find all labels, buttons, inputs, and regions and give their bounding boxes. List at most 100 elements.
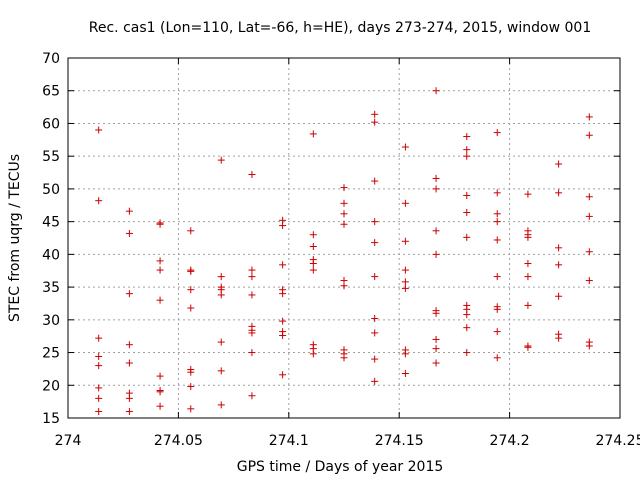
data-point	[432, 87, 440, 95]
data-point	[585, 193, 593, 201]
data-point	[95, 407, 103, 415]
data-point	[463, 133, 471, 141]
data-point	[340, 282, 348, 290]
y-tick-label: 55	[42, 149, 60, 165]
data-point	[524, 273, 532, 281]
data-point	[585, 277, 593, 285]
data-point	[463, 208, 471, 216]
data-point	[279, 290, 287, 298]
data-point	[95, 334, 103, 342]
data-point	[401, 350, 409, 358]
data-point	[187, 405, 195, 413]
plot-frame	[67, 57, 621, 419]
data-point	[371, 315, 379, 323]
data-point	[371, 377, 379, 385]
data-point	[309, 231, 317, 239]
data-point	[340, 184, 348, 192]
y-tick-label: 70	[42, 51, 60, 67]
data-point	[187, 368, 195, 376]
data-point	[401, 284, 409, 292]
data-point	[248, 273, 256, 281]
data-point	[493, 328, 501, 336]
x-tick-label: 274.15	[375, 433, 424, 449]
data-point	[187, 227, 195, 235]
data-point	[279, 371, 287, 379]
data-point	[125, 394, 133, 402]
data-point	[279, 317, 287, 325]
data-point	[248, 349, 256, 357]
y-axis-label: STEC from uqrg / TECUs	[7, 154, 23, 322]
data-point	[156, 402, 164, 410]
data-point	[125, 341, 133, 349]
data-point	[95, 197, 103, 205]
x-tick-label: 274.1	[269, 433, 309, 449]
data-point	[493, 218, 501, 226]
data-point	[371, 218, 379, 226]
data-point	[217, 401, 225, 409]
data-point	[248, 392, 256, 400]
data-point	[432, 185, 440, 193]
data-point	[217, 338, 225, 346]
data-point	[187, 383, 195, 391]
data-point	[125, 359, 133, 367]
data-point	[555, 160, 563, 168]
data-point	[555, 189, 563, 197]
data-point	[156, 296, 164, 304]
data-point	[309, 266, 317, 274]
data-point	[401, 369, 409, 377]
data-point	[432, 309, 440, 317]
data-point	[340, 199, 348, 207]
data-point	[524, 190, 532, 198]
data-point	[585, 212, 593, 220]
data-point	[493, 236, 501, 244]
data-point	[279, 261, 287, 269]
data-point	[95, 126, 103, 134]
data-point	[463, 324, 471, 332]
x-tick-label: 274	[55, 433, 82, 449]
data-point	[432, 345, 440, 353]
data-point	[371, 177, 379, 185]
data-point	[585, 113, 593, 121]
data-point	[125, 207, 133, 215]
data-point	[401, 266, 409, 274]
data-point	[95, 394, 103, 402]
data-point	[401, 143, 409, 151]
data-point	[187, 304, 195, 312]
data-point	[555, 292, 563, 300]
y-tick-label: 50	[42, 182, 60, 198]
data-point	[524, 233, 532, 241]
data-point	[156, 388, 164, 396]
data-point	[95, 352, 103, 360]
data-point	[585, 131, 593, 139]
data-point	[125, 290, 133, 298]
x-tick-label: 274.25	[596, 433, 640, 449]
data-point	[340, 210, 348, 218]
data-point	[309, 260, 317, 268]
data-point	[463, 349, 471, 357]
data-point	[493, 129, 501, 137]
data-point	[217, 156, 225, 164]
data-point	[401, 237, 409, 245]
data-point	[187, 267, 195, 275]
data-point	[432, 250, 440, 258]
data-point	[371, 329, 379, 337]
data-point	[125, 407, 133, 415]
data-point	[187, 286, 195, 294]
y-tick-label: 20	[42, 378, 60, 394]
data-point	[524, 301, 532, 309]
data-point	[217, 367, 225, 375]
data-point	[248, 266, 256, 274]
data-point	[524, 343, 532, 351]
data-point	[555, 334, 563, 342]
data-point	[309, 350, 317, 358]
x-tick-label: 274.05	[154, 433, 203, 449]
data-point	[493, 189, 501, 197]
data-point	[585, 248, 593, 256]
data-point	[555, 261, 563, 269]
data-point	[555, 244, 563, 252]
data-point	[371, 273, 379, 281]
data-point	[493, 354, 501, 362]
data-point	[432, 174, 440, 182]
y-tick-label: 15	[42, 411, 60, 427]
